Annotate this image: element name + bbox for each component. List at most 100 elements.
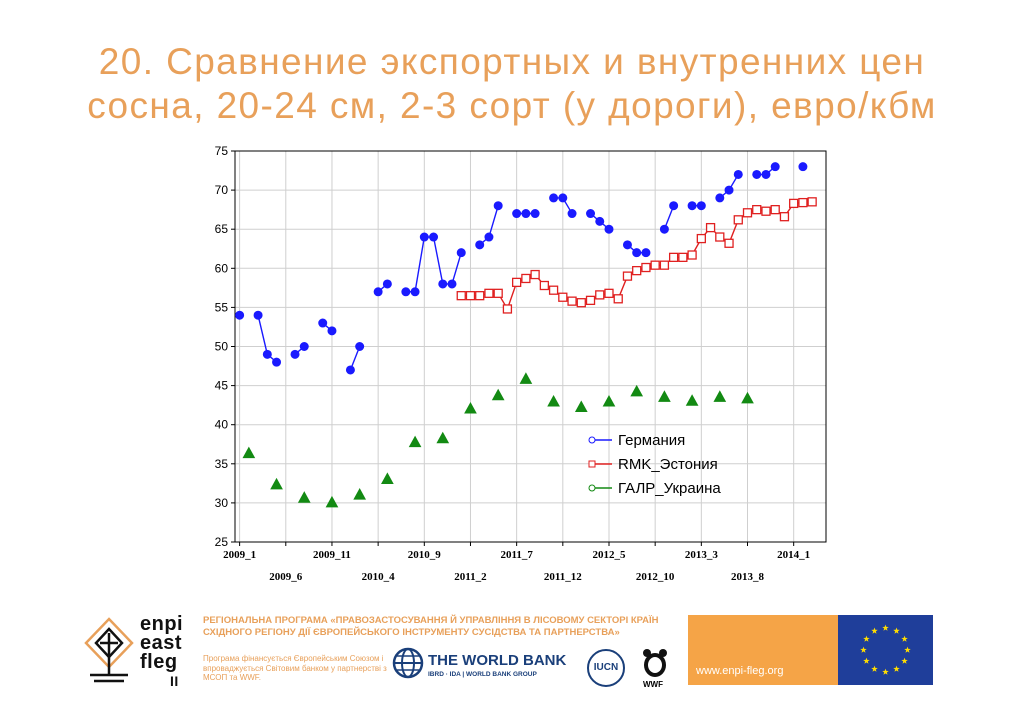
data-point [253, 310, 263, 320]
data-point [622, 240, 632, 250]
eu-star [882, 668, 889, 675]
eu-star [882, 624, 889, 631]
chart-legend: Германия RMK_Эстония ГАЛР_Украина [588, 432, 721, 497]
data-point [521, 209, 531, 219]
data-point [789, 198, 799, 209]
x-tick-label: 2013_8 [731, 571, 765, 583]
data-point [464, 402, 477, 414]
y-tick-label: 30 [215, 496, 229, 510]
y-tick-label: 25 [215, 535, 229, 549]
data-point [297, 491, 311, 503]
data-point [659, 224, 669, 234]
eu-star [901, 635, 908, 642]
data-point [475, 291, 485, 301]
x-tick-label: 2010_4 [362, 571, 396, 583]
data-point [733, 169, 743, 179]
data-point [272, 357, 282, 367]
data-point [539, 280, 550, 291]
data-point [475, 240, 485, 250]
data-point [235, 310, 245, 320]
eu-star [893, 665, 900, 672]
data-point [429, 232, 439, 242]
data-point [798, 197, 808, 208]
x-tick-label: 2013_3 [685, 549, 719, 561]
y-tick-label: 35 [215, 457, 229, 471]
data-point [242, 446, 256, 459]
data-point [668, 252, 679, 263]
data-point [713, 390, 727, 402]
data-point [641, 248, 651, 258]
data-point [602, 394, 616, 407]
eu-flag [838, 615, 933, 685]
data-point [484, 232, 494, 242]
funding-note: Програма фінансується Європейським Союзо… [203, 654, 387, 682]
data-point [408, 435, 422, 448]
data-point [741, 391, 754, 404]
data-point [401, 287, 411, 297]
data-point [519, 372, 533, 384]
data-point [512, 209, 522, 219]
data-point [724, 238, 734, 248]
website-url: www.enpi-fleg.org [696, 665, 784, 677]
x-tick-label: 2011_12 [544, 571, 582, 583]
x-tick-label: 2009_1 [223, 549, 256, 561]
data-point [410, 287, 420, 297]
data-point [547, 394, 560, 407]
orange-banner [688, 615, 838, 685]
data-point [456, 291, 466, 301]
eu-star [863, 657, 870, 664]
page-title: 20. Сравнение экспортных и внутренних це… [0, 40, 1024, 128]
data-point [549, 193, 559, 203]
data-point [724, 185, 734, 195]
title-line-1: 20. Сравнение экспортных и внутренних це… [98, 41, 926, 82]
title-line-2: сосна, 20-24 см, 2-3 сорт (у дороги), ев… [87, 85, 937, 126]
data-point [770, 205, 780, 215]
y-tick-label: 55 [215, 300, 229, 314]
data-point [381, 472, 394, 484]
data-point [576, 298, 586, 308]
data-point [574, 400, 588, 412]
series-1 [456, 197, 817, 314]
wwf-label: WWF [643, 680, 663, 689]
data-point [650, 260, 660, 270]
y-tick-label: 70 [215, 183, 229, 197]
data-point [752, 169, 762, 179]
y-tick-label: 65 [215, 222, 229, 236]
wwf-panda-icon [643, 649, 667, 677]
y-tick-label: 40 [215, 418, 229, 432]
data-point [548, 285, 559, 295]
data-point [685, 394, 699, 406]
x-tick-label: 2011_7 [500, 549, 533, 561]
data-point [521, 273, 531, 284]
data-point [807, 197, 817, 207]
legend-label: Германия [618, 432, 685, 449]
data-point [632, 265, 642, 276]
data-point [558, 292, 568, 302]
series-0 [235, 162, 808, 375]
legend-marker [588, 460, 596, 468]
data-point [770, 162, 780, 172]
legend-label: RMK_Эстония [618, 456, 718, 473]
data-point [742, 208, 753, 218]
chart-axes: 25 30 35 40 45 50 55 60 65 70 75 2009_1 2009_6 2009_1… [215, 144, 827, 583]
data-point [558, 193, 568, 203]
y-tick-label: 50 [215, 340, 229, 354]
data-point [687, 250, 697, 260]
data-point [696, 201, 706, 211]
x-tick-label: 2014_1 [777, 549, 810, 561]
enpi-tree-logo-icon [84, 617, 134, 683]
data-point [761, 169, 771, 179]
plot-frame [234, 150, 827, 543]
data-point [502, 304, 513, 314]
data-point [353, 488, 367, 500]
x-tick-label: 2009_6 [269, 571, 303, 583]
data-point [491, 388, 505, 401]
x-tick-label: 2011_2 [454, 571, 487, 583]
data-point [669, 201, 679, 211]
x-tick-label: 2012_5 [592, 549, 626, 561]
data-point [290, 349, 300, 359]
data-point [327, 326, 337, 336]
data-point [484, 288, 494, 298]
data-point [262, 349, 272, 359]
legend-label: ГАЛР_Украина [618, 480, 721, 497]
